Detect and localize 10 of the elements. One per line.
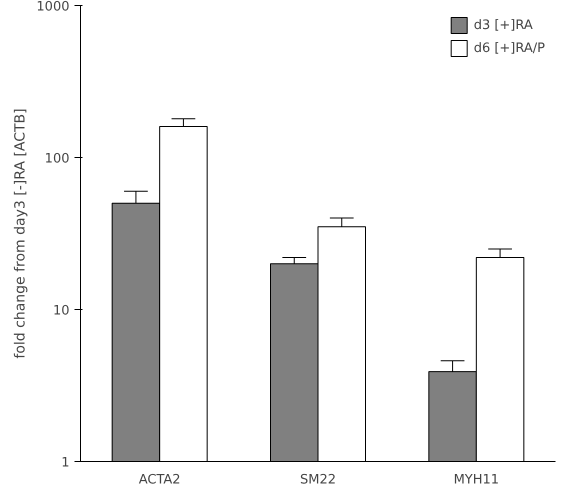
y-axis-title: fold change from day3 [-]RA [ACTB]: [12, 108, 28, 359]
x-tick-label: MYH11: [454, 472, 500, 488]
legend-label: d3 [+]RA: [474, 18, 533, 32]
y-tick-label: 10: [52, 304, 70, 318]
y-tick-label: 100: [44, 152, 70, 166]
x-tick-label: ACTA2: [138, 472, 181, 488]
legend-label: d6 [+]RA/P: [474, 40, 545, 56]
x-tick-label: SM22: [300, 472, 336, 488]
y-tick-label: 1000: [36, 0, 70, 14]
y-tick-label: 1: [61, 456, 70, 470]
